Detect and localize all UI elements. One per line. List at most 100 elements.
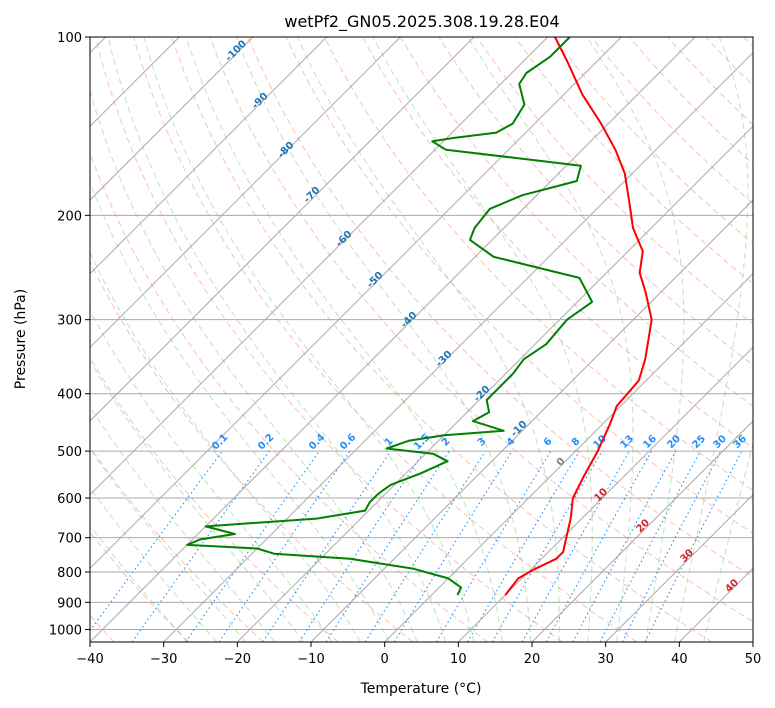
moist-adiabat <box>107 37 447 642</box>
dry-adiabat-label: -40 <box>399 310 420 331</box>
profile-line <box>186 37 594 596</box>
moist-adiabat <box>372 37 593 642</box>
mixing-ratio-label: 2 <box>440 436 453 449</box>
isotherm <box>752 641 753 642</box>
dry-adiabat <box>90 445 264 642</box>
isotherm <box>90 37 328 275</box>
isotherm <box>90 37 475 422</box>
dry-adiabat-label: -80 <box>276 140 297 161</box>
dry-adiabat <box>705 37 753 87</box>
pressure-gridlines <box>90 37 753 630</box>
mixing-ratio-line <box>572 450 677 642</box>
dry-adiabat <box>323 37 753 491</box>
x-tick-label: 10 <box>450 652 467 667</box>
y-tick-label: 500 <box>57 445 82 460</box>
moist-adiabat-label: 10 <box>592 486 610 504</box>
dry-adiabat-label: -20 <box>472 384 493 405</box>
x-tick-label: 30 <box>597 652 614 667</box>
y-tick-label: 1000 <box>49 623 82 638</box>
x-tick-label: −20 <box>224 652 251 667</box>
mixing-ratio-label: 10 <box>591 433 609 451</box>
mixing-ratio-label: 0.2 <box>256 432 276 452</box>
mixing-ratio-label: 0.1 <box>210 432 230 452</box>
isotherm <box>236 125 753 642</box>
dry-adiabat-label: -70 <box>302 185 323 206</box>
moist-adiabat-label: 0 <box>555 456 568 469</box>
isotherm <box>90 37 549 496</box>
isotherm <box>90 37 622 570</box>
moist-adiabat <box>90 309 333 642</box>
moist-adiabat-label: 40 <box>723 577 741 595</box>
y-tick-label: 700 <box>57 532 82 547</box>
moist-adiabat <box>703 441 753 642</box>
isotherm <box>605 493 753 642</box>
mixing-ratio-line <box>435 450 552 642</box>
moist-adiabat <box>90 181 390 642</box>
moist-adiabat <box>586 37 685 642</box>
dry-adiabat <box>552 37 753 245</box>
plot-frame <box>89 36 754 643</box>
dry-adiabat-label: -30 <box>434 349 455 370</box>
x-axis-label: Temperature (°C) <box>360 681 482 697</box>
x-tick-label: −40 <box>76 652 103 667</box>
x-tick-label: 40 <box>671 652 688 667</box>
dry-adiabat <box>438 37 753 366</box>
profiles <box>186 37 653 596</box>
y-tick-label: 900 <box>57 596 82 611</box>
mixing-ratio-label: 36 <box>731 433 749 451</box>
isotherm <box>531 420 753 642</box>
y-tick-label: 200 <box>57 209 82 224</box>
dry-adiabat <box>95 37 563 642</box>
moist-adiabat <box>185 37 503 642</box>
dry-adiabat-label: -100 <box>223 38 249 64</box>
mixing-ratio-line <box>467 450 580 642</box>
y-tick-label: 100 <box>57 31 82 46</box>
dry-adiabat <box>171 37 712 642</box>
moist-adiabat <box>143 37 475 642</box>
y-tick-label: 800 <box>57 566 82 581</box>
x-tick-label: −10 <box>297 652 324 667</box>
isotherm <box>457 346 753 642</box>
x-tick-label: −30 <box>150 652 177 667</box>
isotherm <box>384 272 753 642</box>
y-tick-label: 400 <box>57 388 82 403</box>
dry-adiabat <box>90 151 488 642</box>
isotherm <box>90 37 696 642</box>
mixing-ratio-label: 30 <box>711 433 729 451</box>
isotherm <box>90 37 254 201</box>
x-axis-ticks: −40 −30 −20 −10 0 10 20 30 40 50 <box>76 642 761 667</box>
y-axis-ticks: 100 200 300 400 500 600 700 800 900 1000 <box>49 31 90 638</box>
dry-adiabat <box>209 37 753 623</box>
isotherm <box>90 37 401 349</box>
dry-adiabat-label: -50 <box>365 270 386 291</box>
moist-adiabat <box>90 405 276 642</box>
dry-adiabat <box>90 260 414 642</box>
moist-adiabat <box>90 88 418 642</box>
chart-title: wetPf2_GN05.2025.308.19.28.E04 <box>284 12 559 32</box>
profile-line <box>504 37 653 596</box>
mixing-ratio-line <box>218 450 351 642</box>
isotherm <box>310 199 753 642</box>
moist-adiabat-label: 20 <box>634 517 652 535</box>
y-tick-label: 600 <box>57 492 82 507</box>
dry-adiabats <box>90 37 753 642</box>
mixing-ratio-line <box>185 450 320 642</box>
dry-adiabat <box>133 37 638 642</box>
dry-adiabat <box>90 356 339 642</box>
moist-adiabat <box>90 524 188 642</box>
mixing-ratio-label: 6 <box>542 436 555 449</box>
mixing-ratio-line <box>262 450 392 642</box>
skewed-isotherms <box>90 37 753 642</box>
mixing-ratio-lines <box>90 450 743 642</box>
mixing-ratio-line <box>599 450 701 642</box>
moist-adiabat <box>90 360 304 642</box>
x-tick-label: 0 <box>381 652 389 667</box>
moist-adiabat <box>90 447 247 642</box>
dry-adiabat <box>514 37 753 285</box>
mixing-ratio-line <box>545 450 653 642</box>
line-labels: -100-90-80-70-60-50-40-30-20-100.1 0.2 0.4… <box>210 38 749 595</box>
mixing-ratio-label: 13 <box>618 433 636 451</box>
moist-adiabat <box>90 251 362 642</box>
x-tick-label: 50 <box>745 652 762 667</box>
mixing-ratio-line <box>521 450 630 642</box>
